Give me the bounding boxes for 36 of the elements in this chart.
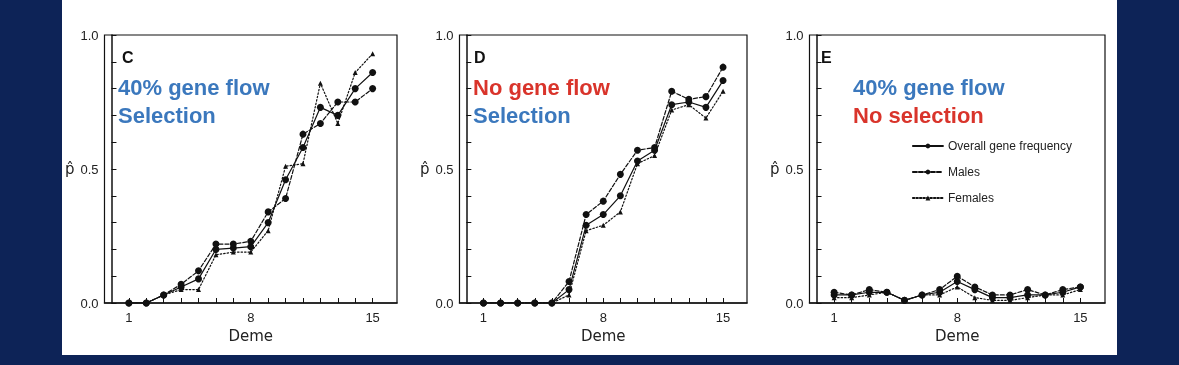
- x-tick-label: 8: [247, 310, 255, 325]
- y-tick-label: 0.5: [80, 161, 99, 177]
- annotation: No gene flow: [473, 74, 611, 100]
- x-tick-label: 15: [715, 310, 731, 325]
- annotation: Selection: [118, 102, 216, 128]
- legend-label: Males: [947, 165, 980, 179]
- x-tick-label: 15: [1073, 310, 1088, 325]
- x-tick-label: 8: [953, 310, 961, 325]
- x-axis-title: Deme: [228, 327, 274, 346]
- y-tick-label: 0.0: [785, 295, 804, 311]
- legend-label: Females: [947, 191, 994, 205]
- legend-label: Overall gene frequency: [947, 139, 1073, 153]
- y-tick-label: 1.0: [80, 27, 99, 43]
- y-axis-title: p̂: [419, 160, 430, 178]
- text: C: [122, 48, 134, 66]
- y-axis-title: p̂: [769, 160, 780, 178]
- annotation: No selection: [853, 102, 984, 128]
- x-tick-label: 8: [599, 310, 607, 325]
- y-tick-label: 0.5: [785, 161, 804, 177]
- annotation: Selection: [473, 102, 571, 128]
- text: E: [821, 48, 832, 66]
- x-tick-label: 15: [365, 310, 380, 325]
- annotation: 40% gene flow: [118, 74, 271, 100]
- y-axis-title: p̂: [64, 160, 75, 178]
- y-tick-label: 1.0: [435, 27, 454, 43]
- x-tick-label: 1: [830, 310, 838, 325]
- x-tick-label: 1: [479, 310, 488, 325]
- x-axis-title: Deme: [934, 327, 980, 346]
- y-tick-label: 1.0: [785, 27, 804, 43]
- x-axis-title: Deme: [580, 327, 626, 346]
- y-tick-label: 0.0: [435, 295, 454, 311]
- y-tick-label: 0.0: [80, 295, 99, 311]
- y-tick-label: 0.5: [435, 161, 454, 177]
- x-tick-label: 1: [125, 310, 133, 325]
- annotation: 40% gene flow: [853, 74, 1006, 100]
- text: D: [474, 48, 486, 66]
